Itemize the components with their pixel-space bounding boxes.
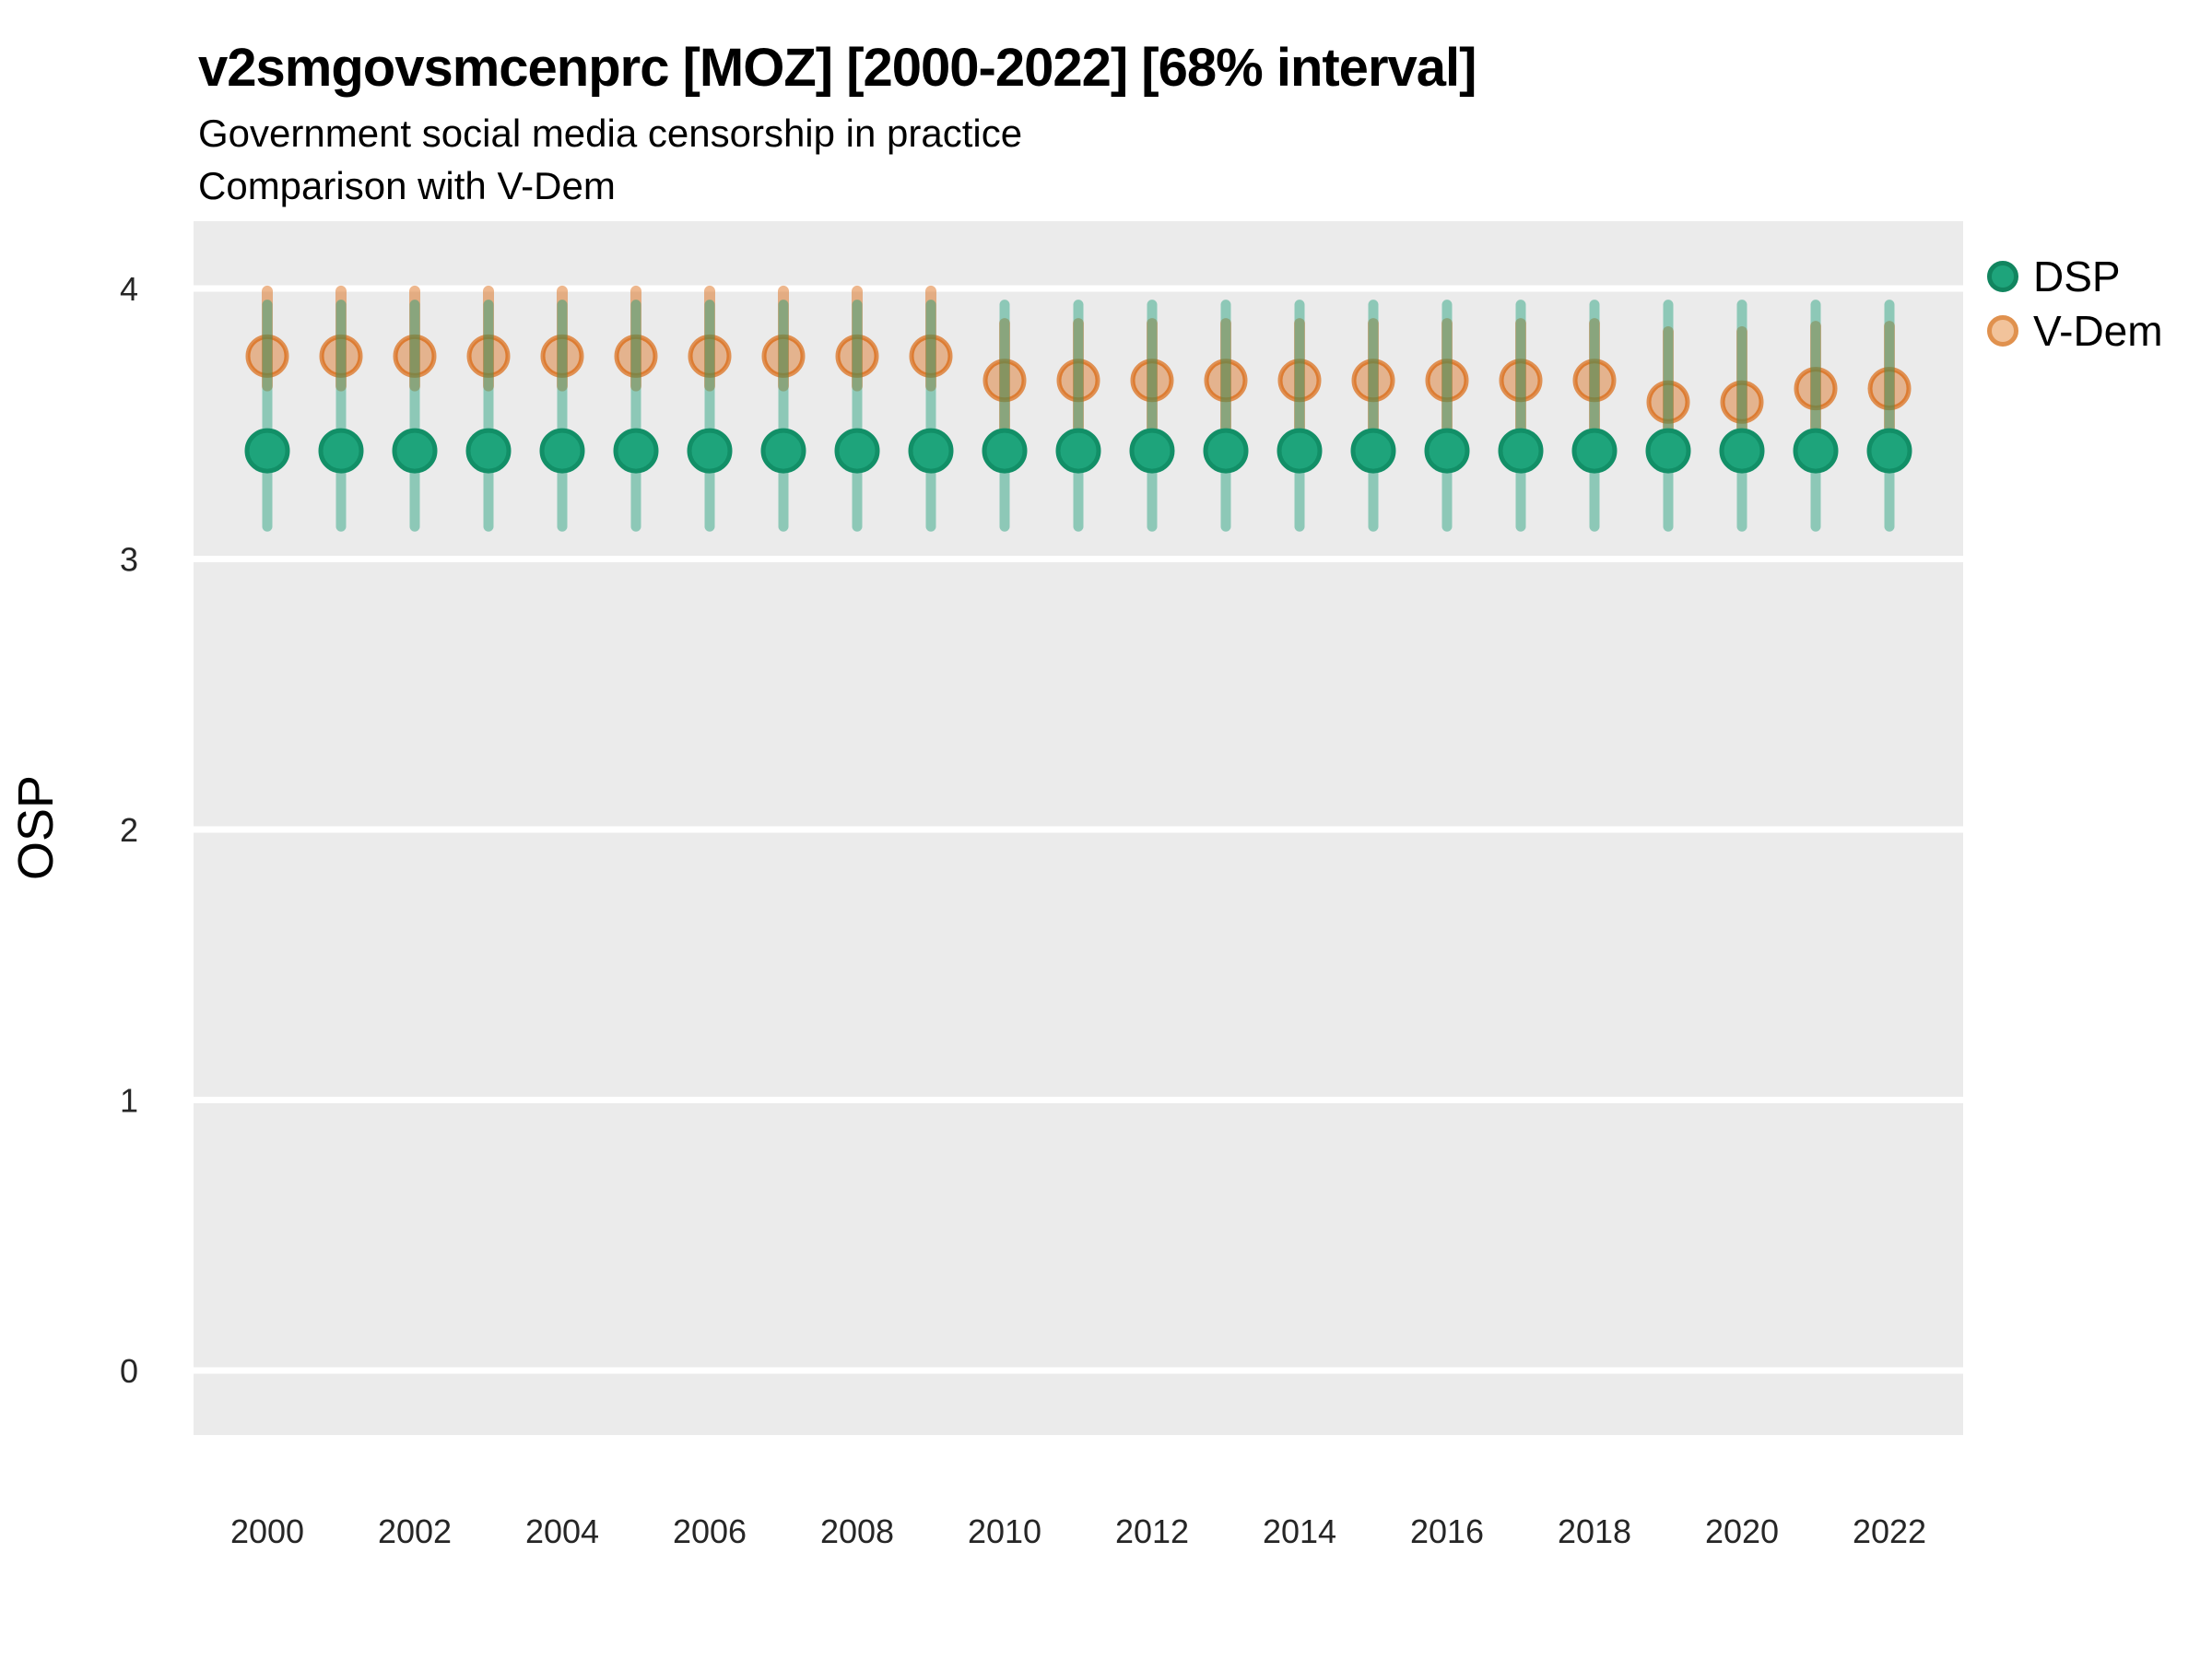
dsp-point-2010 xyxy=(982,428,1028,474)
x-tick-label-2012: 2012 xyxy=(1115,1512,1189,1550)
vdem-point-2014 xyxy=(1277,359,1322,403)
x-tick-label-2020: 2020 xyxy=(1705,1512,1779,1550)
vdem-point-2017 xyxy=(1499,359,1543,403)
vdem-point-2006 xyxy=(688,334,732,378)
vdem-point-2004 xyxy=(540,334,584,378)
vdem-point-2021 xyxy=(1794,367,1838,411)
vdem-point-2005 xyxy=(614,334,658,378)
chart-subtitle-line2: Comparison with V-Dem xyxy=(198,164,616,208)
dsp-point-2021 xyxy=(1793,428,1839,474)
x-tick-label-2004: 2004 xyxy=(525,1512,599,1550)
dsp-point-2022 xyxy=(1866,428,1912,474)
y-axis-title: OSP xyxy=(8,775,64,880)
dsp-point-2015 xyxy=(1350,428,1396,474)
chart-subtitle: Government social media censorship in pr… xyxy=(198,107,1022,212)
dsp-point-2011 xyxy=(1055,428,1101,474)
dsp-point-2005 xyxy=(613,428,659,474)
vdem-point-2009 xyxy=(909,334,953,378)
y-tick-label-3: 3 xyxy=(120,541,138,579)
x-tick-label-2002: 2002 xyxy=(378,1512,452,1550)
dsp-point-2017 xyxy=(1498,428,1544,474)
dsp-point-2009 xyxy=(908,428,954,474)
dsp-point-2019 xyxy=(1645,428,1691,474)
vdem-point-2008 xyxy=(835,334,879,378)
dsp-point-2003 xyxy=(465,428,512,474)
vdem-point-2018 xyxy=(1572,359,1617,403)
vdem-point-2002 xyxy=(393,334,437,378)
x-tick-label-2000: 2000 xyxy=(230,1512,304,1550)
dsp-point-2002 xyxy=(392,428,438,474)
x-tick-label-2010: 2010 xyxy=(968,1512,1041,1550)
x-tick-label-2016: 2016 xyxy=(1410,1512,1484,1550)
vdem-point-2010 xyxy=(982,359,1027,403)
vdem-point-2015 xyxy=(1351,359,1395,403)
vdem-point-2012 xyxy=(1130,359,1174,403)
vdem-legend-dot-icon xyxy=(1987,314,2018,347)
vdem-point-2016 xyxy=(1425,359,1469,403)
dsp-point-2016 xyxy=(1424,428,1470,474)
legend: DSP V-Dem xyxy=(1987,249,2163,358)
dsp-point-2004 xyxy=(539,428,585,474)
dsp-point-2012 xyxy=(1129,428,1175,474)
vdem-point-2020 xyxy=(1720,380,1764,424)
vdem-point-2001 xyxy=(319,334,363,378)
y-tick-label-1: 1 xyxy=(120,1082,138,1120)
vdem-point-2003 xyxy=(466,334,511,378)
dsp-point-2020 xyxy=(1719,428,1765,474)
chart-title: v2smgovsmcenprc [MOZ] [2000-2022] [68% i… xyxy=(198,38,1477,98)
vdem-point-2019 xyxy=(1646,380,1690,424)
y-tick-label-2: 2 xyxy=(120,811,138,849)
x-tick-label-2022: 2022 xyxy=(1853,1512,1926,1550)
dsp-point-2013 xyxy=(1203,428,1249,474)
legend-item-vdem: V-Dem xyxy=(1987,303,2163,358)
dsp-point-2007 xyxy=(760,428,806,474)
vdem-point-2011 xyxy=(1056,359,1100,403)
y-tick-label-0: 0 xyxy=(120,1352,138,1390)
dsp-legend-dot-icon xyxy=(1987,260,2018,292)
vdem-point-2007 xyxy=(761,334,806,378)
dsp-point-2006 xyxy=(687,428,733,474)
chart-subtitle-line1: Government social media censorship in pr… xyxy=(198,112,1023,155)
legend-label-dsp: DSP xyxy=(2033,252,2121,300)
x-tick-label-2008: 2008 xyxy=(820,1512,894,1550)
dsp-point-2014 xyxy=(1277,428,1323,474)
x-tick-label-2014: 2014 xyxy=(1263,1512,1336,1550)
y-tick-label-4: 4 xyxy=(120,270,138,308)
legend-label-vdem: V-Dem xyxy=(2033,306,2163,355)
x-tick-label-2018: 2018 xyxy=(1558,1512,1631,1550)
vdem-point-2000 xyxy=(245,334,289,378)
dsp-point-2018 xyxy=(1571,428,1618,474)
vdem-point-2022 xyxy=(1867,367,1912,411)
x-tick-label-2006: 2006 xyxy=(673,1512,747,1550)
dsp-point-2008 xyxy=(834,428,880,474)
dsp-point-2001 xyxy=(318,428,364,474)
legend-item-dsp: DSP xyxy=(1987,249,2163,303)
dsp-point-2000 xyxy=(244,428,290,474)
vdem-point-2013 xyxy=(1204,359,1248,403)
